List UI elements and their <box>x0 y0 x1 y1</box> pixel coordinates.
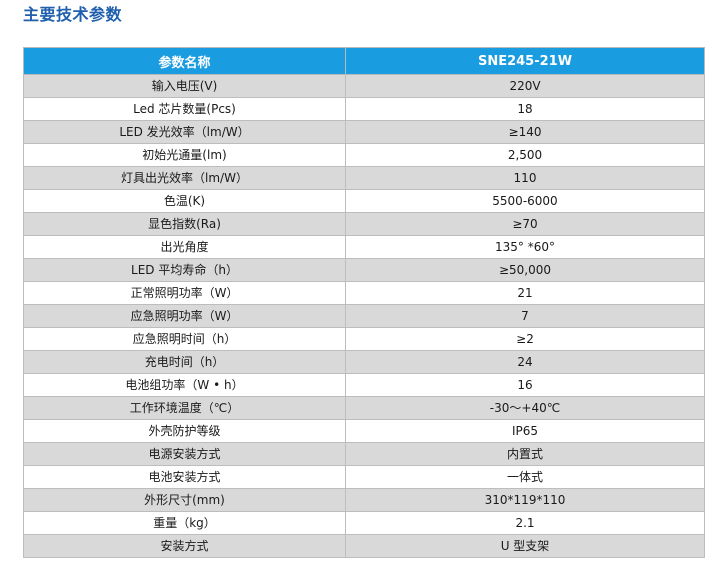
param-name: 外形尺寸(mm) <box>23 488 346 512</box>
param-value: ≥140 <box>345 120 705 144</box>
param-name: 应急照明功率（W） <box>23 304 346 328</box>
spec-table: 参数名称 SNE245-21W 输入电压(V) 220V Led 芯片数量(Pcs… <box>23 47 705 558</box>
param-value: ≥50,000 <box>345 258 705 282</box>
table-row: 灯具出光效率（lm/W） 110 <box>23 166 705 190</box>
section-title: 主要技术参数 <box>23 5 123 24</box>
param-value: 24 <box>345 350 705 374</box>
table-row: 正常照明功率（W） 21 <box>23 281 705 305</box>
param-value: -30～+40℃ <box>345 396 705 420</box>
param-value: 18 <box>345 97 705 121</box>
param-value: 2.1 <box>345 511 705 535</box>
param-name: 应急照明时间（h） <box>23 327 346 351</box>
param-value: 310*119*110 <box>345 488 705 512</box>
param-name: 初始光通量(lm) <box>23 143 346 167</box>
param-value: U 型支架 <box>345 534 705 558</box>
param-value: 135° *60° <box>345 235 705 259</box>
param-value: 一体式 <box>345 465 705 489</box>
table-row: 色温(K) 5500-6000 <box>23 189 705 213</box>
table-row: 电源安装方式 内置式 <box>23 442 705 466</box>
header-model: SNE245-21W <box>345 47 705 75</box>
param-value: 220V <box>345 74 705 98</box>
table-row: 充电时间（h） 24 <box>23 350 705 374</box>
table-header-row: 参数名称 SNE245-21W <box>23 47 705 75</box>
table-row: 外壳防护等级 IP65 <box>23 419 705 443</box>
param-name: 电池组功率（W • h） <box>23 373 346 397</box>
table-row: 出光角度 135° *60° <box>23 235 705 259</box>
param-value: 21 <box>345 281 705 305</box>
param-name: 正常照明功率（W） <box>23 281 346 305</box>
param-value: 110 <box>345 166 705 190</box>
param-value: 5500-6000 <box>345 189 705 213</box>
param-value: 内置式 <box>345 442 705 466</box>
param-value: ≥2 <box>345 327 705 351</box>
param-name: 安装方式 <box>23 534 346 558</box>
param-value: 16 <box>345 373 705 397</box>
table-row: 安装方式 U 型支架 <box>23 534 705 558</box>
table-row: 重量（kg） 2.1 <box>23 511 705 535</box>
param-value: 7 <box>345 304 705 328</box>
param-name: 工作环境温度（℃） <box>23 396 346 420</box>
table-row: 外形尺寸(mm) 310*119*110 <box>23 488 705 512</box>
param-value: ≥70 <box>345 212 705 236</box>
param-value: 2,500 <box>345 143 705 167</box>
header-param-name: 参数名称 <box>23 47 346 75</box>
param-name: Led 芯片数量(Pcs) <box>23 97 346 121</box>
param-value: IP65 <box>345 419 705 443</box>
param-name: 电池安装方式 <box>23 465 346 489</box>
param-name: LED 发光效率（lm/W） <box>23 120 346 144</box>
table-row: 初始光通量(lm) 2,500 <box>23 143 705 167</box>
table-row: 工作环境温度（℃） -30～+40℃ <box>23 396 705 420</box>
param-name: 出光角度 <box>23 235 346 259</box>
table-row: 电池组功率（W • h） 16 <box>23 373 705 397</box>
param-name: 充电时间（h） <box>23 350 346 374</box>
param-name: 重量（kg） <box>23 511 346 535</box>
table-row: 应急照明功率（W） 7 <box>23 304 705 328</box>
param-name: 外壳防护等级 <box>23 419 346 443</box>
table-row: 应急照明时间（h） ≥2 <box>23 327 705 351</box>
param-name: 灯具出光效率（lm/W） <box>23 166 346 190</box>
param-name: 显色指数(Ra) <box>23 212 346 236</box>
param-name: 电源安装方式 <box>23 442 346 466</box>
table-row: 显色指数(Ra) ≥70 <box>23 212 705 236</box>
param-name: 色温(K) <box>23 189 346 213</box>
table-row: 电池安装方式 一体式 <box>23 465 705 489</box>
table-row: Led 芯片数量(Pcs) 18 <box>23 97 705 121</box>
table-row: 输入电压(V) 220V <box>23 74 705 98</box>
table-row: LED 平均寿命（h） ≥50,000 <box>23 258 705 282</box>
param-name: LED 平均寿命（h） <box>23 258 346 282</box>
param-name: 输入电压(V) <box>23 74 346 98</box>
table-row: LED 发光效率（lm/W） ≥140 <box>23 120 705 144</box>
